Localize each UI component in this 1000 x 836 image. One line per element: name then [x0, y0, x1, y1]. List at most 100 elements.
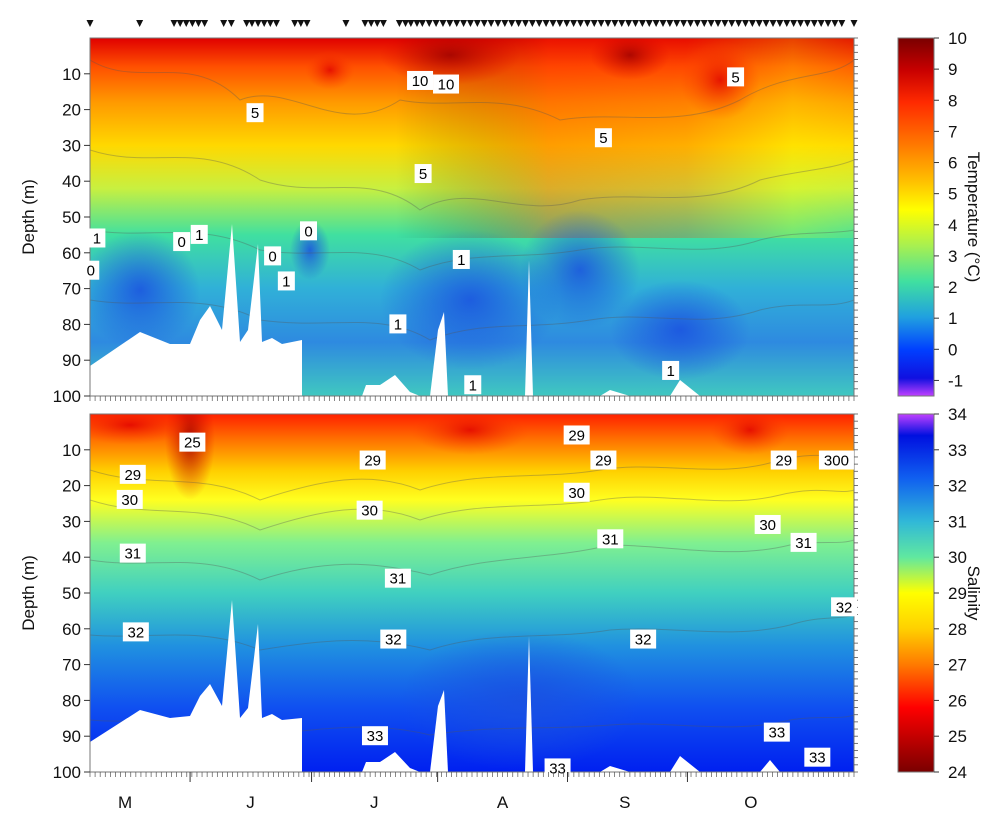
sampling-marker — [473, 20, 481, 27]
sampling-marker — [480, 20, 488, 27]
salinity-contour-label: 25 — [184, 435, 201, 452]
salinity-contour-label-box — [597, 529, 624, 549]
sampling-marker — [182, 20, 190, 27]
salinity-contour-label: 32 — [836, 599, 853, 616]
salinity-contour-label-box — [384, 568, 411, 588]
salinity-colorbar-tick-label: 29 — [948, 584, 967, 603]
salinity-contour-label-box — [818, 450, 854, 470]
sampling-marker — [570, 20, 578, 27]
temperature-contour-label: 0 — [87, 263, 95, 280]
sampling-marker — [583, 20, 591, 27]
sampling-marker — [666, 20, 674, 27]
salinity-contour-label-box — [179, 432, 206, 452]
temperature-contour-label: 1 — [93, 230, 101, 247]
temperature-y-tick-label: 80 — [62, 315, 81, 334]
salinity-contour-label-box — [119, 464, 146, 484]
temperature-contour-label: 0 — [178, 234, 186, 251]
temperature-contour-label: 1 — [195, 227, 203, 244]
sampling-markers — [86, 20, 858, 27]
month-tick-label: J — [246, 793, 255, 812]
salinity-colorbar: 34 33 32 31 30 29 28 27 26 25 24 Salinity — [897, 405, 983, 782]
sampling-marker — [227, 20, 235, 27]
temperature-field — [90, 38, 854, 396]
salinity-contour-label-box — [380, 629, 407, 649]
sampling-marker — [413, 20, 421, 27]
sampling-marker — [817, 20, 825, 27]
sampling-marker — [86, 20, 94, 27]
salinity-colorbar-label: Salinity — [964, 566, 983, 621]
sampling-marker — [693, 20, 701, 27]
salinity-contour-label: 32 — [127, 624, 144, 641]
temperature-colorbar-tick-label: 8 — [948, 91, 957, 110]
temperature-colorbar-tick-label: -1 — [948, 371, 963, 390]
sampling-marker — [342, 20, 350, 27]
sampling-marker — [407, 20, 415, 27]
month-tick-label: S — [619, 793, 630, 812]
sampling-marker — [604, 20, 612, 27]
temperature-contour-label-box — [82, 260, 100, 280]
sampling-marker — [291, 20, 299, 27]
sampling-marker — [721, 20, 729, 27]
sampling-marker — [748, 20, 756, 27]
sampling-marker — [254, 20, 262, 27]
temperature-contour-label-box — [264, 246, 282, 266]
sampling-marker — [776, 20, 784, 27]
salinity-contour-label: 30 — [759, 517, 776, 534]
temperature-contour-label-box — [246, 103, 264, 123]
sampling-marker — [803, 20, 811, 27]
salinity-y-tick-label: 60 — [62, 620, 81, 639]
sampling-marker — [439, 20, 447, 27]
sampling-marker — [220, 20, 228, 27]
salinity-contour-label: 30 — [361, 503, 378, 520]
sampling-marker — [790, 20, 798, 27]
temperature-y-tick-label: 40 — [62, 172, 81, 191]
salinity-contour-label: 31 — [795, 535, 812, 552]
salinity-contour-label: 32 — [385, 632, 402, 649]
sampling-marker — [652, 20, 660, 27]
temperature-contour-label-box — [727, 67, 745, 87]
temperature-y-tick-label: 10 — [62, 65, 81, 84]
sampling-marker — [272, 20, 280, 27]
salinity-y-tick-label: 100 — [53, 763, 81, 782]
sampling-marker — [379, 20, 387, 27]
temperature-y-tick-label: 90 — [62, 351, 81, 370]
temperature-contour-label: 5 — [251, 105, 259, 122]
sampling-marker — [556, 20, 564, 27]
salinity-contour-label: 29 — [364, 453, 381, 470]
sampling-marker — [728, 20, 736, 27]
sampling-marker — [810, 20, 818, 27]
temperature-colorbar-tick-label: 9 — [948, 60, 957, 79]
salinity-contour-label: 33 — [367, 728, 384, 745]
salinity-colorbar-tick-label: 24 — [948, 763, 967, 782]
salinity-contour-label-box — [630, 629, 657, 649]
sampling-marker — [762, 20, 770, 27]
temperature-contour-label-box — [190, 224, 208, 244]
temperature-contour-label-box — [594, 128, 612, 148]
salinity-y-tick-label: 40 — [62, 548, 81, 567]
temperature-contour-label-box — [464, 375, 482, 395]
salinity-field — [90, 414, 854, 772]
salinity-contour-label-box — [804, 747, 831, 767]
temperature-colorbar-tick-label: 7 — [948, 122, 957, 141]
salinity-contour-label: 31 — [390, 571, 407, 588]
temperature-contour-label: 0 — [268, 248, 276, 265]
sampling-marker — [515, 20, 523, 27]
temperature-contour-label: 5 — [419, 166, 427, 183]
temperature-contour-label-box — [414, 164, 432, 184]
salinity-contour-label-box — [563, 425, 590, 445]
temperature-contour-label: 1 — [469, 377, 477, 394]
sampling-marker — [638, 20, 646, 27]
sampling-marker — [597, 20, 605, 27]
sampling-marker — [136, 20, 144, 27]
salinity-colorbar-tick-label: 26 — [948, 691, 967, 710]
sampling-marker — [769, 20, 777, 27]
sampling-marker — [361, 20, 369, 27]
sampling-marker — [501, 20, 509, 27]
sampling-marker — [528, 20, 536, 27]
salinity-colorbar-tick-label: 32 — [948, 477, 967, 496]
sampling-marker — [645, 20, 653, 27]
sampling-marker — [487, 20, 495, 27]
